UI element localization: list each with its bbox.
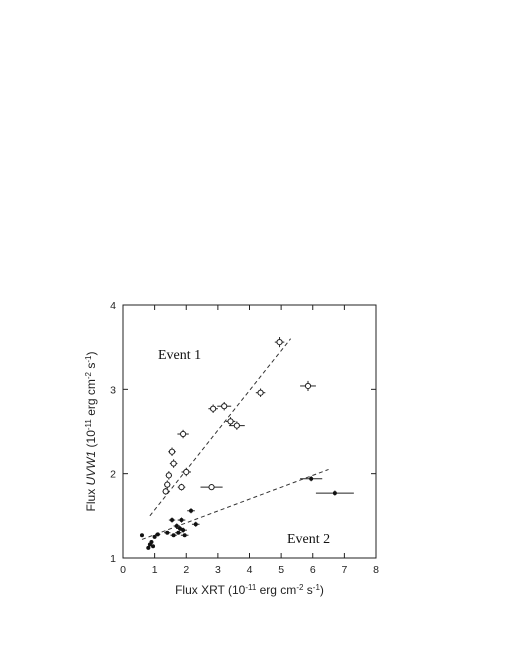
y-tick-label: 4 <box>110 300 116 312</box>
axis-label-part: Flux XRT (10 <box>175 583 246 597</box>
data-point-event-1 <box>162 488 169 495</box>
data-point-event-2 <box>193 522 198 527</box>
axis-label-part: s <box>84 363 98 372</box>
data-point-event-2 <box>309 476 314 481</box>
y-tick-label: 2 <box>110 469 116 481</box>
data-point-event-2 <box>332 491 337 496</box>
axis-label-part: erg cm <box>84 379 98 419</box>
data-point-event-2 <box>171 533 176 538</box>
data-point-event-2 <box>139 533 144 538</box>
data-point-event-1 <box>257 389 264 396</box>
data-point-event-2 <box>182 533 187 538</box>
axis-label-part: Flux <box>84 485 98 511</box>
data-point-event-2 <box>174 523 179 528</box>
x-tick-label: 5 <box>278 564 284 576</box>
x-tick-label: 1 <box>152 564 158 576</box>
data-point-event-1 <box>276 339 283 346</box>
data-point-event-2 <box>165 530 170 535</box>
data-points <box>139 339 337 550</box>
data-point-event-1 <box>233 422 240 429</box>
axis-label-part: -1 <box>313 583 321 592</box>
data-point-event-1 <box>210 405 217 412</box>
axis-label-part: -11 <box>84 419 93 431</box>
data-point-event-2 <box>179 518 184 523</box>
y-tick-label: 1 <box>110 553 116 565</box>
data-point-event-2 <box>151 544 156 549</box>
x-tick-label: 6 <box>310 564 316 576</box>
axis-label-part: -1 <box>84 355 93 363</box>
fit-lines <box>141 338 329 540</box>
data-point-event-2 <box>181 528 186 533</box>
y-tick-label: 3 <box>110 384 116 396</box>
data-point-event-2 <box>149 539 154 544</box>
axis-label-part: -11 <box>245 583 257 592</box>
data-point-event-2 <box>146 545 151 550</box>
data-point-event-1 <box>164 481 171 488</box>
x-tick-label: 8 <box>373 564 379 576</box>
data-point-event-1 <box>179 430 187 438</box>
x-tick-label: 2 <box>183 564 189 576</box>
data-point-event-1 <box>227 418 234 425</box>
data-point-event-1 <box>304 382 312 390</box>
data-point-event-1 <box>221 403 228 410</box>
fit-line <box>149 338 292 517</box>
x-tick-label: 4 <box>247 564 253 576</box>
data-point-event-2 <box>152 534 157 539</box>
data-point-event-1 <box>168 448 176 455</box>
axis-label-part: ) <box>320 583 324 597</box>
plot-frame <box>122 304 377 559</box>
axis-label-part: UVW1 <box>84 451 98 486</box>
data-point-event-1 <box>208 484 215 491</box>
data-point-event-1 <box>170 460 177 467</box>
x-tick-label: 7 <box>341 564 347 576</box>
data-point-event-1 <box>178 484 185 491</box>
annotation-event-1: Event 1 <box>158 348 201 363</box>
data-point-event-2 <box>170 518 175 523</box>
axis-label-part: (10 <box>84 430 98 451</box>
data-point-event-2 <box>177 526 182 531</box>
axis-label-part: ) <box>84 352 98 356</box>
data-point-event-2 <box>176 530 181 535</box>
error-bars <box>140 337 354 550</box>
data-point-event-1 <box>183 468 190 476</box>
x-axis-label: Flux XRT (10-11 erg cm-2 s-1) <box>175 583 324 598</box>
annotation-event-2: Event 2 <box>287 532 330 547</box>
x-tick-label: 0 <box>120 564 126 576</box>
data-point-event-2 <box>155 532 160 537</box>
axis-label-part: erg cm <box>256 583 296 597</box>
fit-line <box>141 468 329 540</box>
y-axis-label: Flux UVW1 (10-11 erg cm-2 s-1) <box>84 352 99 512</box>
data-point-event-1 <box>165 472 172 479</box>
x-tick-label: 3 <box>215 564 221 576</box>
data-point-event-2 <box>188 508 193 513</box>
axis-label-part: s <box>303 583 312 597</box>
axis-label-part: -2 <box>84 371 93 379</box>
axis-label-part: -2 <box>296 583 304 592</box>
